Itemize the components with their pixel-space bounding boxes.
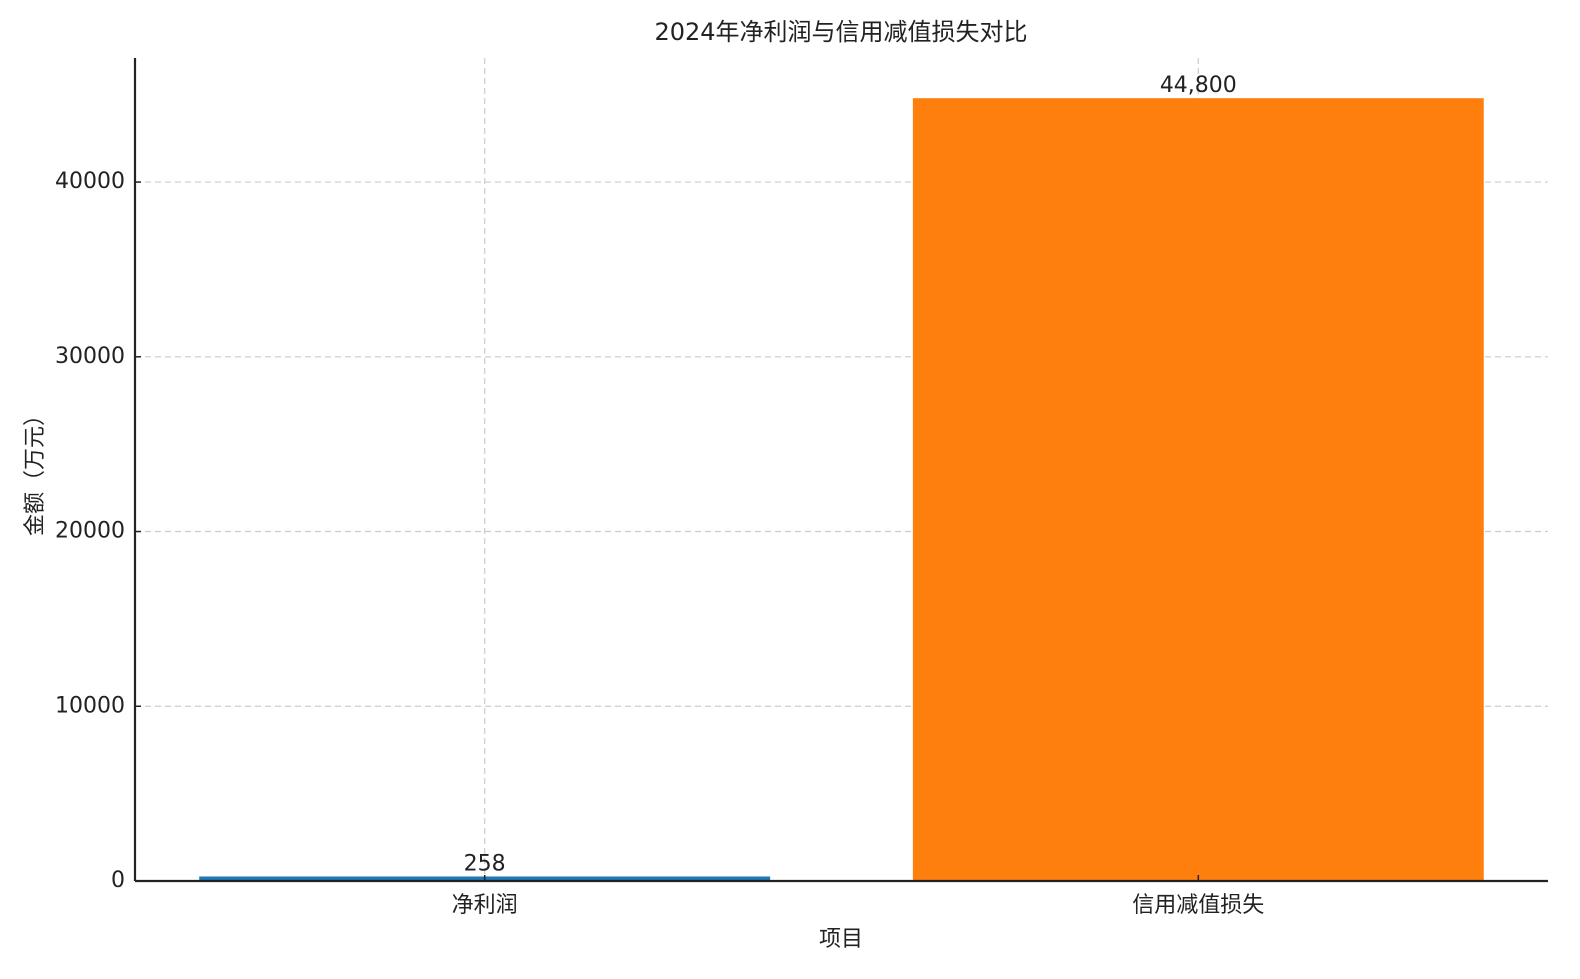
- bar: [912, 98, 1484, 881]
- x-axis-label: 项目: [819, 927, 863, 952]
- x-tick-label: 信用减值损失: [1132, 893, 1264, 918]
- x-tick-label: 净利润: [452, 893, 518, 918]
- y-tick-label: 10000: [55, 693, 125, 718]
- y-tick-label: 0: [111, 868, 125, 893]
- y-axis-label: 金额（万元）: [23, 404, 48, 536]
- value-label: 258: [464, 851, 506, 876]
- y-tick-label: 40000: [55, 169, 125, 194]
- y-tick-label: 20000: [55, 519, 125, 544]
- y-tick-label: 30000: [55, 344, 125, 369]
- value-label: 44,800: [1160, 73, 1237, 98]
- chart-title: 2024年净利润与信用减值损失对比: [654, 18, 1027, 46]
